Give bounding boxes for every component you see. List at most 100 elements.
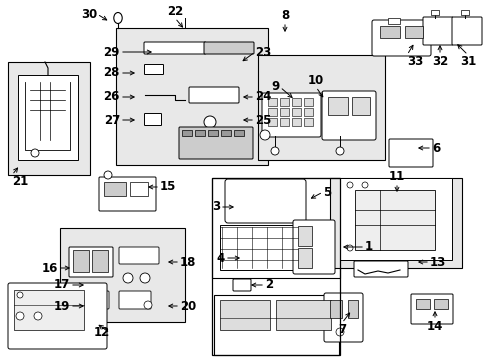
FancyBboxPatch shape (119, 247, 159, 264)
Bar (291, 118, 301, 126)
Bar (329, 300, 341, 318)
Text: 33: 33 (406, 55, 423, 68)
Circle shape (270, 147, 279, 155)
Bar (327, 97, 347, 115)
Bar (212, 178, 339, 278)
FancyBboxPatch shape (321, 91, 375, 140)
Bar (104, 182, 126, 196)
Text: 26: 26 (103, 90, 120, 104)
Bar (116, 28, 267, 165)
Bar (280, 118, 288, 126)
Text: 13: 13 (429, 256, 446, 269)
Bar (214, 295, 338, 355)
Bar (430, 10, 438, 15)
Text: 14: 14 (426, 320, 442, 333)
Bar (221, 130, 230, 136)
Text: 16: 16 (41, 261, 58, 274)
Bar (304, 98, 312, 106)
FancyBboxPatch shape (224, 179, 305, 223)
Bar (207, 130, 218, 136)
Bar (354, 190, 434, 250)
Circle shape (123, 273, 133, 283)
FancyBboxPatch shape (144, 113, 161, 126)
FancyBboxPatch shape (292, 220, 334, 274)
Bar (73, 250, 89, 272)
Bar (234, 130, 244, 136)
Circle shape (203, 116, 216, 128)
Bar (92, 250, 108, 272)
FancyBboxPatch shape (232, 279, 250, 291)
Bar (182, 130, 192, 136)
Bar (415, 299, 429, 309)
Bar (387, 18, 399, 24)
Circle shape (17, 292, 23, 298)
Bar (195, 130, 204, 136)
Bar (379, 26, 399, 38)
Bar (291, 108, 301, 116)
Ellipse shape (114, 13, 122, 23)
Text: 8: 8 (280, 9, 288, 22)
Bar (267, 118, 276, 126)
FancyBboxPatch shape (144, 64, 163, 75)
Circle shape (143, 301, 152, 309)
Text: 23: 23 (254, 45, 271, 58)
FancyBboxPatch shape (8, 283, 107, 349)
Bar (220, 225, 299, 270)
Circle shape (140, 273, 150, 283)
Bar (433, 299, 447, 309)
Text: 1: 1 (364, 240, 372, 253)
Circle shape (361, 182, 367, 188)
Text: 10: 10 (307, 74, 324, 87)
Bar (275, 300, 330, 330)
Bar (258, 55, 384, 160)
Circle shape (346, 182, 352, 188)
Text: 17: 17 (54, 279, 70, 292)
Text: 24: 24 (254, 90, 271, 104)
Text: 5: 5 (323, 185, 330, 198)
Bar (130, 182, 148, 196)
FancyBboxPatch shape (324, 293, 362, 342)
Text: 30: 30 (81, 8, 97, 21)
FancyBboxPatch shape (388, 139, 432, 167)
Text: 19: 19 (54, 300, 70, 312)
Bar (291, 98, 301, 106)
Bar (14, 290, 84, 330)
FancyBboxPatch shape (119, 291, 151, 309)
Bar (267, 108, 276, 116)
Circle shape (335, 328, 343, 336)
Bar (212, 178, 339, 355)
FancyBboxPatch shape (422, 17, 452, 45)
Text: 12: 12 (94, 327, 110, 339)
Bar (404, 26, 422, 38)
Text: 3: 3 (211, 201, 220, 213)
Bar (280, 98, 288, 106)
FancyBboxPatch shape (189, 87, 239, 103)
Bar (297, 248, 311, 268)
Circle shape (104, 171, 112, 179)
Bar (297, 226, 311, 246)
FancyBboxPatch shape (143, 42, 205, 54)
Circle shape (346, 245, 352, 251)
Text: 2: 2 (264, 279, 273, 292)
Bar (280, 108, 288, 116)
Bar (267, 98, 276, 106)
FancyBboxPatch shape (262, 93, 320, 137)
Circle shape (31, 149, 39, 157)
Text: 21: 21 (12, 175, 28, 188)
Text: 22: 22 (166, 5, 183, 18)
FancyBboxPatch shape (410, 294, 452, 324)
FancyBboxPatch shape (203, 42, 253, 54)
FancyBboxPatch shape (353, 261, 407, 277)
Circle shape (16, 312, 24, 320)
Bar (460, 10, 468, 15)
Text: 15: 15 (160, 180, 176, 194)
FancyBboxPatch shape (99, 177, 156, 211)
Bar (339, 178, 451, 260)
Circle shape (260, 130, 269, 140)
Text: 32: 32 (431, 55, 447, 68)
FancyBboxPatch shape (451, 17, 481, 45)
Bar (347, 300, 357, 318)
Text: 4: 4 (216, 252, 224, 265)
Circle shape (34, 312, 42, 320)
Text: 25: 25 (254, 113, 271, 126)
